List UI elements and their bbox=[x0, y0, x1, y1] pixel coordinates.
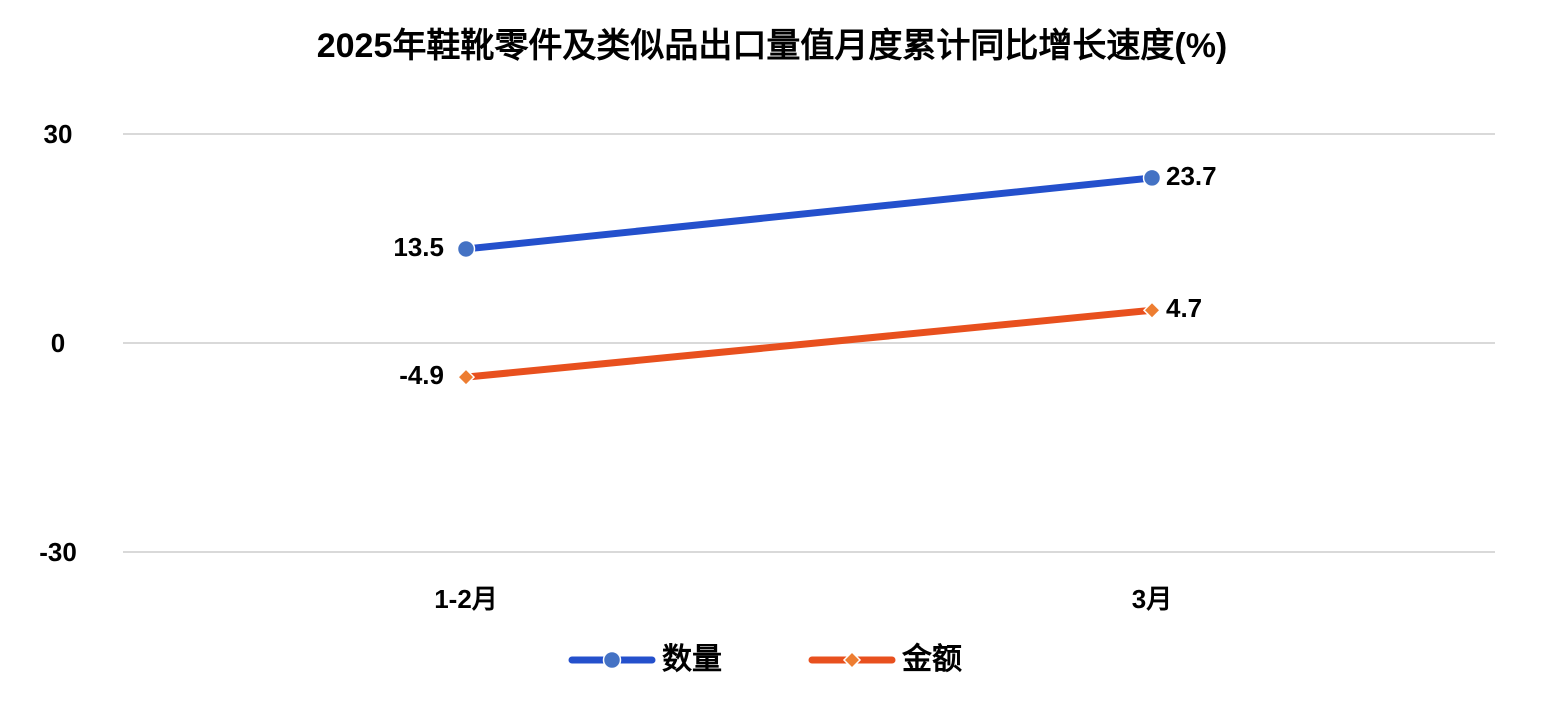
legend-marker bbox=[602, 650, 622, 670]
y-tick-label: 0 bbox=[51, 328, 65, 358]
series-line bbox=[462, 174, 1156, 253]
data-label: 23.7 bbox=[1166, 161, 1217, 191]
data-label: 4.7 bbox=[1166, 293, 1202, 323]
legend-label: 数量 bbox=[662, 643, 722, 676]
legend-marker bbox=[842, 650, 862, 670]
series-line bbox=[462, 306, 1156, 381]
data-point bbox=[456, 368, 476, 387]
x-tick-label: 1-2月 bbox=[434, 584, 498, 614]
data-point bbox=[456, 239, 476, 259]
data-point bbox=[1142, 168, 1162, 188]
legend-label: 金额 bbox=[901, 642, 962, 676]
y-tick-label: 30 bbox=[44, 119, 73, 149]
chart-title: 2025年鞋靴零件及类似品出口量值月度累计同比增长速度(%) bbox=[317, 27, 1228, 65]
y-tick-label: -30 bbox=[39, 537, 77, 567]
data-point bbox=[1142, 301, 1162, 320]
data-label: 13.5 bbox=[393, 232, 444, 262]
data-label: -4.9 bbox=[399, 360, 444, 390]
x-tick-label: 3月 bbox=[1132, 584, 1172, 614]
